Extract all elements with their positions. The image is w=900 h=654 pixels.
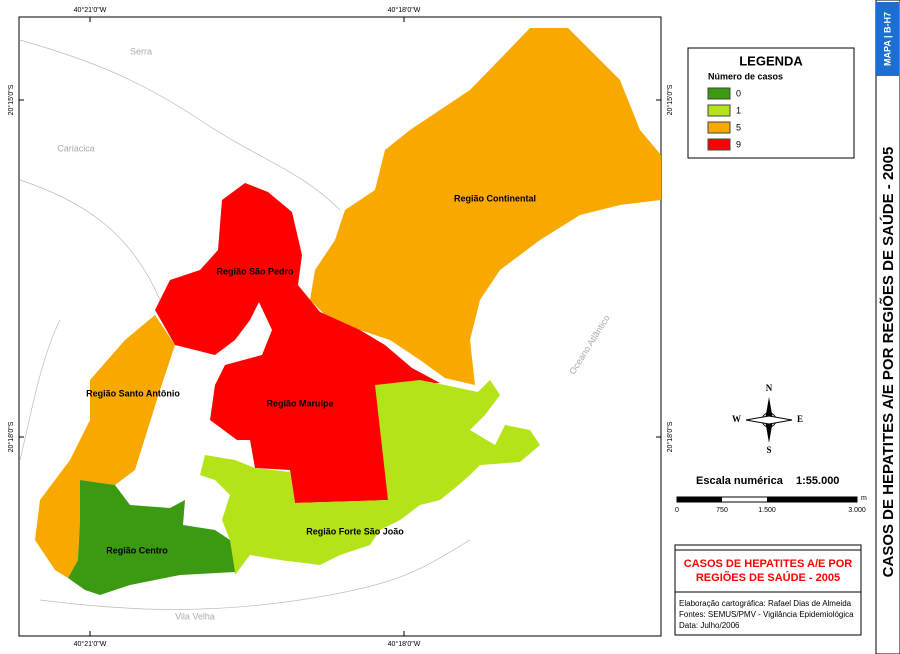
scale-tick-label: 3.000 (848, 507, 866, 514)
region (200, 380, 540, 575)
legend-swatch (707, 138, 731, 151)
legend-label: 5 (736, 122, 741, 132)
region-label: Região Santo Antônio (86, 388, 180, 398)
graticule: 40°21'0"W 40°21'0"W 40°18'0"W 40°18'0"W 20°1… (7, 6, 674, 648)
legend-swatch (707, 104, 731, 117)
region (155, 183, 302, 355)
longitude-label: 40°21'0"W (74, 6, 107, 14)
region-label: Região Maruípe (266, 398, 333, 408)
longitude-label: 40°18'0"W (388, 6, 421, 14)
scale-bar (676, 496, 858, 503)
legend-items: 0 1 5 9 (707, 87, 741, 151)
region-label: Região Centro (106, 545, 168, 555)
compass-s: S (766, 445, 771, 455)
legend-swatch (707, 87, 731, 100)
scale-ticks: 0 750 1.500 3.000 (675, 507, 866, 514)
latitude-label: 20°15'0"S (7, 84, 15, 115)
credit: Fontes: SEMUS/PMV - Vigilância Epidemiol… (679, 610, 854, 619)
compass-n: N (766, 383, 773, 393)
latitude-label: 20°18'0"S (7, 421, 15, 452)
scale-ratio: 1:55.000 (796, 475, 839, 487)
scale-segment (767, 497, 857, 502)
title-box-line: CASOS DE HEPATITES A/E POR (684, 558, 853, 570)
credit: Data: Julho/2006 (679, 621, 740, 630)
legend-label: 0 (736, 88, 741, 98)
map-code-box (876, 2, 899, 76)
region (310, 28, 661, 385)
longitude-label: 40°18'0"W (388, 640, 421, 648)
scale-tick-label: 750 (716, 507, 728, 514)
latitude-label: 20°18'0"S (666, 421, 674, 452)
compass-needle (745, 415, 793, 425)
legend-label: 9 (736, 139, 741, 149)
place-label: Serra (130, 46, 152, 56)
map-code: MAPA | B-H7 (882, 12, 892, 66)
legend-subtitle: Número de casos (708, 71, 783, 81)
place-label: Vila Velha (175, 611, 215, 621)
compass-w: W (732, 414, 741, 424)
road (19, 179, 161, 301)
legend-swatch (707, 121, 731, 134)
road (19, 319, 61, 461)
title-box (674, 544, 862, 636)
side-strip (875, 0, 900, 654)
scale-segment (677, 497, 722, 502)
regions: Região Continental Região São Pedro Região… (35, 28, 661, 595)
scale-label: Escala numérica (696, 475, 784, 487)
coastlines (19, 39, 471, 610)
road (19, 39, 341, 211)
place-label: Cariacica (57, 143, 95, 153)
scale-tick-label: 0 (675, 507, 679, 514)
region (35, 315, 175, 578)
compass-e: E (797, 414, 803, 424)
title-box-line: REGIÕES DE SAÚDE - 2005 (696, 571, 840, 584)
region-label: Região Continental (454, 193, 536, 203)
side-title: CASOS DE HEPATITES A/E POR REGIÕES DE SA… (879, 147, 897, 578)
scale-unit: m (861, 495, 867, 502)
legend-title: LEGENDA (739, 53, 803, 68)
road (39, 539, 471, 610)
scale-tick-label: 1.500 (758, 507, 776, 514)
latitude-label: 20°15'0"S (666, 84, 674, 115)
region-label: Região Forte São João (306, 526, 404, 536)
legend-label: 1 (736, 105, 741, 115)
compass: N S E W (732, 383, 803, 455)
credit: Elaboração cartográfica: Rafael Dias de … (679, 599, 852, 608)
longitude-label: 40°21'0"W (74, 640, 107, 648)
region (68, 480, 235, 595)
region-label: Região São Pedro (216, 266, 294, 276)
